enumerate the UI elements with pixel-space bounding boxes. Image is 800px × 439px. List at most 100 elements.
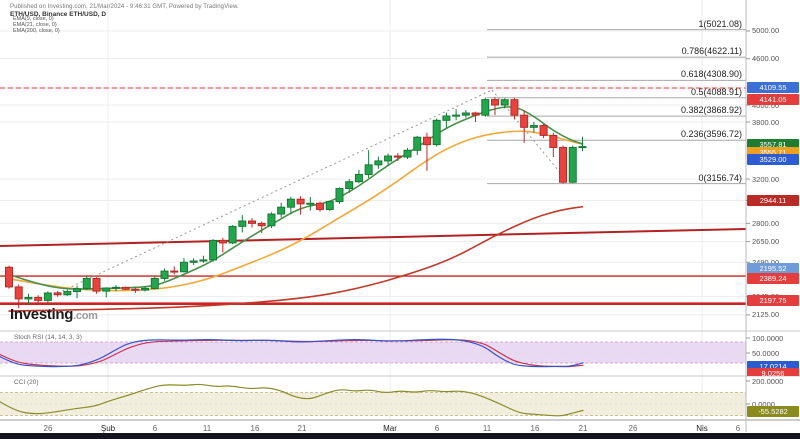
candle[interactable]: [131, 288, 140, 291]
candle[interactable]: [403, 149, 412, 158]
price-tick-label: 50.0000: [752, 348, 780, 358]
time-tick-label: 21: [297, 424, 307, 433]
candle[interactable]: [121, 286, 130, 290]
candle[interactable]: [442, 115, 451, 121]
fib-level-label: 0.382(3868.92): [680, 105, 742, 116]
candle[interactable]: [345, 181, 354, 190]
fib-level-label: 0.786(4622.11): [681, 46, 742, 57]
candle[interactable]: [150, 277, 159, 290]
candle[interactable]: [432, 119, 441, 146]
published-info: Published on Investing.com, 21/Mar/2024 …: [10, 4, 239, 10]
cci-pane-label: CCI (20): [14, 379, 39, 386]
candle[interactable]: [160, 270, 169, 279]
candle[interactable]: [500, 99, 509, 106]
candle[interactable]: [141, 288, 150, 291]
candle[interactable]: [199, 259, 208, 262]
price-tick-label: 2125.00: [752, 310, 780, 320]
candle[interactable]: [364, 164, 373, 175]
candle[interactable]: [102, 287, 111, 292]
value-badge: 4141.05: [747, 93, 799, 105]
price-tick-label: 2490.00: [752, 258, 779, 267]
time-tick-label: 21: [578, 424, 588, 433]
candle[interactable]: [248, 220, 256, 224]
candle[interactable]: [43, 292, 52, 301]
time-tick-label: 16: [250, 424, 260, 433]
candle[interactable]: [393, 155, 402, 158]
candle[interactable]: [277, 206, 286, 215]
candle[interactable]: [170, 270, 179, 273]
fib-level-label: 0.618(4308.90): [680, 69, 742, 80]
candle[interactable]: [24, 296, 33, 300]
candle[interactable]: [14, 286, 23, 300]
stoch-rsi-pane-label: Stoch RSI (14, 14, 3, 3): [14, 334, 82, 341]
candle[interactable]: [82, 277, 91, 290]
price-tick-label: 0.0000: [752, 399, 775, 409]
candle[interactable]: [549, 134, 558, 148]
candle[interactable]: [520, 114, 529, 128]
candle[interactable]: [218, 239, 227, 244]
value-badge: 4109.55: [747, 81, 799, 93]
candle[interactable]: [471, 112, 480, 116]
ema-legend-fast: EMA(9, close, 0): [13, 16, 54, 22]
candle[interactable]: [189, 260, 198, 263]
price-tick-label: 2800.00: [752, 218, 780, 228]
candle[interactable]: [539, 125, 548, 136]
time-tick-label: 11: [202, 424, 212, 433]
value-badge: 17.0214: [747, 360, 799, 372]
stoch-badges: 17.0214 9.0256: [0, 332, 800, 376]
candle[interactable]: [53, 292, 62, 296]
candle[interactable]: [568, 146, 577, 183]
candle[interactable]: [73, 288, 82, 293]
candle[interactable]: [374, 160, 383, 166]
candle[interactable]: [286, 198, 295, 208]
candle[interactable]: [296, 198, 305, 205]
bottom-bar: [0, 433, 800, 439]
time-tick-label: 6: [735, 424, 741, 433]
candle[interactable]: [316, 202, 325, 210]
candle[interactable]: [578, 146, 587, 149]
price-tick-label: 100.0000: [752, 333, 784, 343]
candle[interactable]: [209, 239, 218, 261]
price-tick-label: 5000.00: [752, 26, 780, 36]
candle[interactable]: [238, 220, 247, 227]
candle[interactable]: [306, 202, 315, 205]
time-tick-label: Mar: [383, 424, 397, 433]
time-tick-label: 26: [628, 424, 638, 433]
candle[interactable]: [335, 188, 344, 203]
candle[interactable]: [491, 99, 499, 106]
candle[interactable]: [452, 114, 461, 117]
value-badge: 3555.71: [747, 146, 799, 158]
time-tick-label: 16: [530, 424, 540, 433]
candle[interactable]: [92, 277, 101, 292]
candle[interactable]: [559, 146, 568, 183]
ema-legend-mid: EMA(21, close, 0): [13, 21, 57, 28]
candle[interactable]: [257, 222, 266, 227]
time-tick-label: Nis: [696, 424, 708, 433]
candle[interactable]: [413, 136, 422, 151]
time-tick-label: 6: [152, 424, 158, 433]
candle[interactable]: [5, 266, 13, 288]
candle[interactable]: [529, 125, 538, 128]
candle[interactable]: [510, 99, 519, 116]
candle[interactable]: [179, 261, 188, 273]
candle[interactable]: [63, 291, 72, 296]
price-tick-label: 3800.00: [752, 117, 780, 127]
candle[interactable]: [111, 286, 120, 289]
value-badge: 9.0256: [747, 367, 799, 376]
candle[interactable]: [384, 155, 393, 162]
value-badge: 2197.75: [747, 294, 799, 306]
symbol-title: ETH/USD, Binance ETH/USD, D: [10, 11, 107, 18]
candle[interactable]: [325, 201, 334, 210]
ema-legend: EMA(9, close, 0) EMA(21, close, 0) EMA(2…: [13, 16, 60, 34]
candle[interactable]: [481, 99, 490, 116]
value-badge: 2944.11: [747, 194, 799, 206]
price-tick-label: 4600.00: [752, 54, 780, 64]
candle[interactable]: [354, 173, 363, 183]
candle[interactable]: [422, 136, 431, 146]
candle[interactable]: [461, 112, 470, 116]
candle[interactable]: [228, 225, 237, 244]
candle[interactable]: [267, 213, 276, 227]
candle[interactable]: [34, 296, 43, 301]
